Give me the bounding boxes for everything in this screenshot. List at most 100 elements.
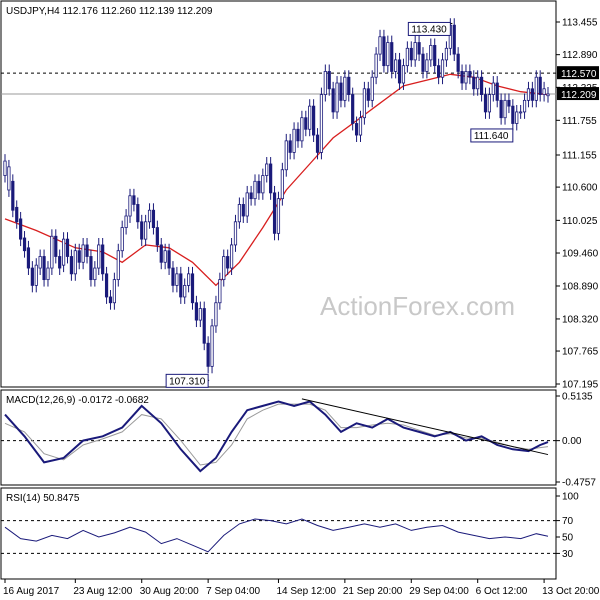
candle [167, 243, 171, 275]
candle-body [288, 140, 292, 153]
candle-body [429, 45, 433, 61]
candle-body [226, 256, 230, 269]
candle [124, 209, 128, 235]
candle-body [26, 247, 31, 269]
candle [58, 249, 62, 275]
candle [226, 249, 230, 275]
candle-body [515, 111, 519, 124]
candle [405, 41, 409, 73]
candle-body [206, 342, 210, 367]
candle-body [331, 88, 335, 113]
candle [390, 35, 394, 79]
candle-body [499, 99, 503, 119]
candle [128, 188, 132, 223]
candle-body [7, 166, 11, 191]
candle [69, 249, 74, 281]
candle [30, 261, 34, 293]
candle [491, 76, 495, 102]
candle-body [85, 244, 89, 257]
candle [233, 214, 238, 252]
candle [382, 29, 386, 73]
candle-body [530, 88, 534, 101]
candle [323, 64, 327, 102]
candle-body [468, 71, 472, 78]
candle [249, 185, 253, 206]
candle [97, 237, 101, 275]
candle-body [42, 256, 46, 281]
candle [22, 231, 27, 258]
candle [15, 200, 19, 229]
candle-body [257, 180, 261, 194]
candle-body [276, 198, 281, 234]
candle [120, 220, 124, 258]
candle-body [253, 180, 257, 200]
candle-body [519, 111, 523, 114]
candle [34, 258, 38, 293]
price-tick-label: 108.890 [562, 281, 599, 292]
resistance-price-box [557, 66, 599, 80]
candle-body [421, 53, 425, 72]
candle [483, 87, 488, 119]
candle [241, 197, 245, 223]
annotation-label: 113.430 [411, 24, 447, 35]
candle-body [409, 47, 413, 61]
candle-body [413, 42, 417, 61]
candle [93, 261, 97, 287]
candle-body [284, 140, 288, 171]
current-price-box [557, 87, 599, 101]
candle [519, 104, 523, 119]
candle-body [151, 209, 156, 228]
time-axis: 16 Aug 2017 23 Aug 12:00 30 Aug 20:00 7 Sep… [3, 579, 600, 597]
candle-body [312, 105, 316, 136]
candle [538, 70, 542, 102]
candle [511, 99, 515, 131]
candle [468, 64, 472, 85]
candle [479, 70, 484, 102]
candle-body [58, 256, 62, 269]
macd-header: MACD(12,26,9) -0.0172 -0.0682 [6, 395, 149, 406]
price-axis: 113.455112.890112.325111.755111.155110.6… [556, 18, 599, 391]
price-tick-label: 111.755 [562, 116, 597, 127]
price-tick-label: 109.460 [562, 249, 599, 260]
candle-body [144, 221, 148, 240]
macd-panel: MACD(12,26,9) -0.0172 -0.0682 0.5135 0.00… [0, 389, 596, 489]
candle [218, 272, 222, 310]
candle-body [405, 47, 409, 67]
candle-body [136, 204, 140, 223]
candle-body [339, 82, 343, 101]
candle-body [476, 76, 480, 90]
candle-body [269, 163, 273, 194]
candle [61, 232, 66, 273]
candle-body [440, 59, 445, 78]
candle-body [202, 308, 206, 344]
candle-body [214, 302, 218, 327]
candle-body [93, 267, 97, 281]
candle [151, 203, 156, 235]
candle-body [343, 76, 347, 101]
candle-body [323, 71, 327, 95]
candle-body [272, 192, 277, 234]
candle-body [347, 76, 351, 95]
candle-body [132, 195, 136, 205]
candle [261, 168, 265, 200]
candle [444, 41, 449, 67]
candle [190, 266, 195, 310]
candle-body [487, 94, 492, 113]
candle-body [81, 244, 85, 263]
candle [437, 58, 441, 85]
candle-body [507, 99, 511, 107]
candle [265, 157, 269, 183]
candle [81, 237, 85, 270]
candle-body [54, 235, 58, 257]
candle [456, 47, 460, 79]
candle [179, 266, 183, 304]
candle-body [15, 206, 19, 223]
candle-body [120, 227, 124, 252]
candle [284, 133, 288, 177]
candle [132, 188, 136, 212]
candle [308, 99, 312, 137]
candle-body [538, 76, 542, 95]
candle-body [38, 256, 42, 269]
candle-body [245, 192, 249, 217]
time-tick-label: 29 Sep 04:00 [409, 586, 469, 597]
